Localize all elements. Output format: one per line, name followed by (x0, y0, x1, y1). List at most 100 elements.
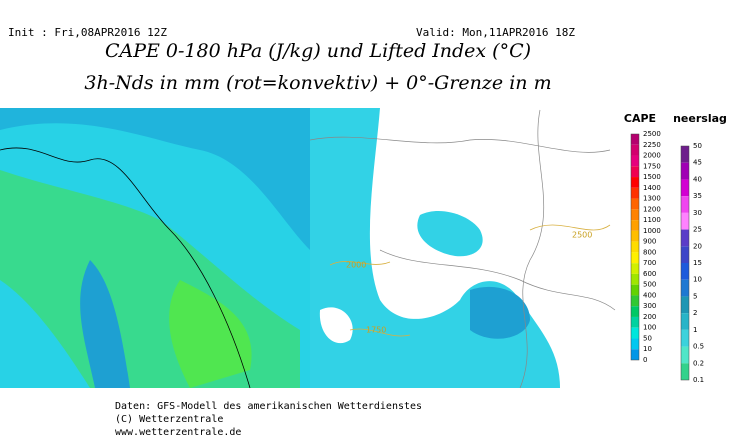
legend-frame (630, 133, 640, 361)
legend-swatch (681, 346, 689, 364)
legend-swatch (681, 246, 689, 263)
legend-label: 10 (643, 345, 652, 353)
cape-legend-title: CAPE (624, 112, 656, 125)
legend-swatch (631, 230, 639, 242)
li-field-green2 (169, 280, 252, 388)
legend-label: 50 (693, 142, 702, 150)
legend-swatch (631, 316, 639, 328)
legend-swatch (631, 284, 639, 296)
legend-swatch (681, 229, 689, 247)
legend-swatch (631, 166, 639, 178)
dry-patch (319, 307, 353, 344)
legend-label: 100 (643, 324, 656, 332)
legend-swatch (681, 263, 689, 280)
legend-swatch (681, 279, 689, 297)
legend-swatch (631, 220, 639, 231)
legend-swatch (631, 252, 639, 264)
legend-label: 300 (643, 302, 656, 310)
legend-swatch (681, 179, 689, 197)
legend-swatch (631, 295, 639, 307)
legend-label: 30 (693, 209, 702, 217)
legend-label: 900 (643, 238, 656, 246)
legend-swatch (681, 363, 689, 380)
legend-label: 200 (643, 313, 656, 321)
li-field-dark (0, 108, 310, 250)
legend-swatch (631, 155, 639, 167)
freezing-isoline (529, 224, 611, 231)
legend-label: 700 (643, 259, 656, 267)
legend-swatch (631, 134, 639, 145)
legend-label: 1500 (643, 173, 661, 181)
legend-label: 2 (693, 309, 697, 317)
legend-swatch (631, 187, 639, 199)
legend-label: 2500 (643, 130, 661, 138)
legend-swatch (681, 162, 689, 180)
footer-copyright: (C) Wetterzentrale (115, 414, 223, 425)
freezing-isoline (329, 261, 391, 266)
legend-swatch (681, 313, 689, 330)
isoline-label: 1750 (366, 326, 386, 335)
legend-label: 800 (643, 248, 656, 256)
legend-label: 15 (693, 259, 702, 267)
legend-frame (680, 145, 690, 381)
legend-label: 1 (693, 326, 697, 334)
footer-source: Daten: GFS-Modell des amerikanischen Wet… (115, 401, 422, 412)
coastline (0, 147, 251, 389)
legend-swatch (681, 196, 689, 213)
legend-label: 0.2 (693, 359, 704, 367)
footer-url: www.wetterzentrale.de (115, 427, 241, 438)
legend-label: 1400 (643, 184, 661, 192)
legend-label: 2000 (643, 152, 661, 160)
map: 2500 2000 1750 (0, 108, 620, 389)
legend-swatch (631, 241, 639, 253)
legend-swatch (631, 273, 639, 285)
legend-label: 1200 (643, 205, 661, 213)
title-line-1: CAPE 0-180 hPa (J/kg) und Lifted Index (… (105, 40, 531, 62)
legend-label: 0.5 (693, 343, 704, 351)
legend-label: 0.1 (693, 376, 704, 384)
legend-label: 25 (693, 226, 702, 234)
isoline-label: 2500 (572, 231, 592, 240)
legend-label: 1100 (643, 216, 661, 224)
legend-swatch (631, 306, 639, 317)
li-field-blue (80, 260, 130, 388)
legends: 2500225020001750150014001300120011001000… (630, 130, 704, 384)
legend-label: 600 (643, 270, 656, 278)
legend-swatch (681, 296, 689, 314)
legend-label: 1000 (643, 227, 661, 235)
legend-swatch (681, 329, 689, 347)
legend-label: 45 (693, 159, 702, 167)
border (309, 136, 611, 153)
isoline-label: 2000 (346, 261, 366, 270)
valid-time: Valid: Mon,11APR2016 18Z (416, 26, 575, 39)
legend-swatch (681, 212, 689, 230)
legend-swatch (631, 209, 639, 221)
legend-swatch (631, 177, 639, 188)
precip-area-2 (417, 210, 483, 257)
legend-label: 5 (693, 292, 697, 300)
legend-swatch (631, 327, 639, 339)
legend-label: 1750 (643, 162, 661, 170)
precip-area-3 (470, 286, 530, 339)
legend-label: 2250 (643, 141, 661, 149)
neerslag-legend-title: neerslag (673, 112, 727, 125)
legend-label: 20 (693, 242, 702, 250)
legend-label: 40 (693, 175, 702, 183)
legend-label: 500 (643, 281, 656, 289)
legend-label: 50 (643, 334, 652, 342)
legend-swatch (631, 338, 639, 350)
border (379, 249, 616, 311)
legend-label: 400 (643, 291, 656, 299)
legend-label: 0 (643, 356, 647, 364)
legend-label: 1300 (643, 195, 661, 203)
legend-label: 10 (693, 276, 702, 284)
legend-swatch (631, 198, 639, 210)
legend-swatch (631, 144, 639, 156)
freezing-isoline (349, 328, 411, 337)
legend-label: 35 (693, 192, 702, 200)
border (519, 109, 545, 389)
legend-swatch (681, 146, 689, 163)
init-time: Init : Fri,08APR2016 12Z (8, 26, 167, 39)
title-line-2: 3h-Nds in mm (rot=konvektiv) + 0°-Grenze… (84, 72, 551, 94)
